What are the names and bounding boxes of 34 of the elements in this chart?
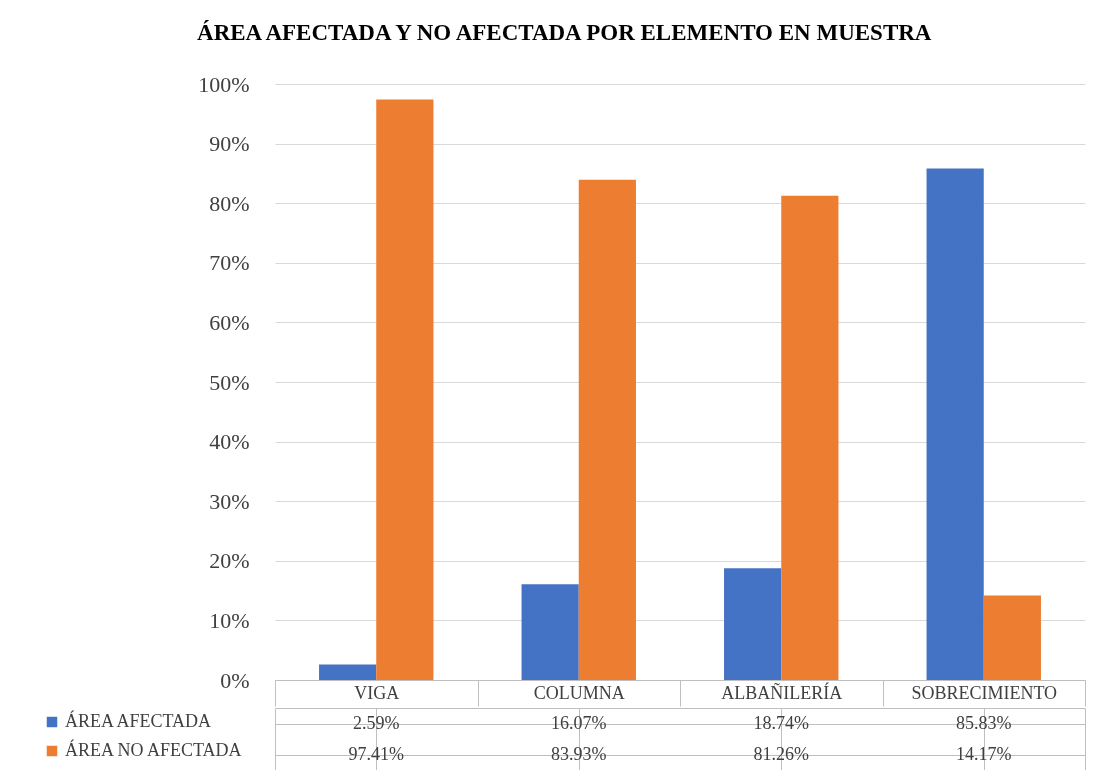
data-label: 97.41% <box>348 743 404 764</box>
y-tick-label: 30% <box>209 488 250 514</box>
y-tick-label: 100% <box>198 71 250 97</box>
x-tick-label: ALBAÑILERÍA <box>721 681 843 703</box>
data-label: 83.93% <box>551 743 607 764</box>
bar <box>781 195 839 680</box>
data-label: 18.74% <box>753 712 809 733</box>
legend-label: ÁREA AFECTADA <box>65 710 212 731</box>
y-tick-label: 80% <box>209 190 250 216</box>
x-tick-label: VIGA <box>354 682 400 703</box>
data-label: 81.26% <box>753 743 809 764</box>
y-tick-label: 20% <box>209 548 250 574</box>
x-tick-label: COLUMNA <box>533 682 625 703</box>
y-tick-label: 0% <box>220 667 250 693</box>
data-label: 85.83% <box>956 712 1012 733</box>
y-tick-label: 60% <box>209 309 250 335</box>
bar <box>376 99 434 680</box>
bar <box>319 664 377 680</box>
chart-title: ÁREA AFECTADA Y NO AFECTADA POR ELEMENTO EN MUESTRA <box>197 20 932 45</box>
y-tick-label: 50% <box>209 369 250 395</box>
bar <box>724 568 782 680</box>
bar <box>578 179 636 680</box>
data-label: 2.59% <box>353 712 400 733</box>
x-tick-label: SOBRECIMIENTO <box>911 682 1058 703</box>
bar <box>521 584 579 680</box>
y-tick-label: 10% <box>209 607 250 633</box>
data-label: 16.07% <box>551 712 607 733</box>
legend-label: ÁREA NO AFECTADA <box>65 739 242 760</box>
y-tick-label: 40% <box>209 429 250 455</box>
data-label: 14.17% <box>956 743 1012 764</box>
y-tick-label: 70% <box>209 250 250 276</box>
bar <box>983 595 1041 680</box>
bar <box>926 168 984 680</box>
y-tick-label: 90% <box>209 131 250 157</box>
